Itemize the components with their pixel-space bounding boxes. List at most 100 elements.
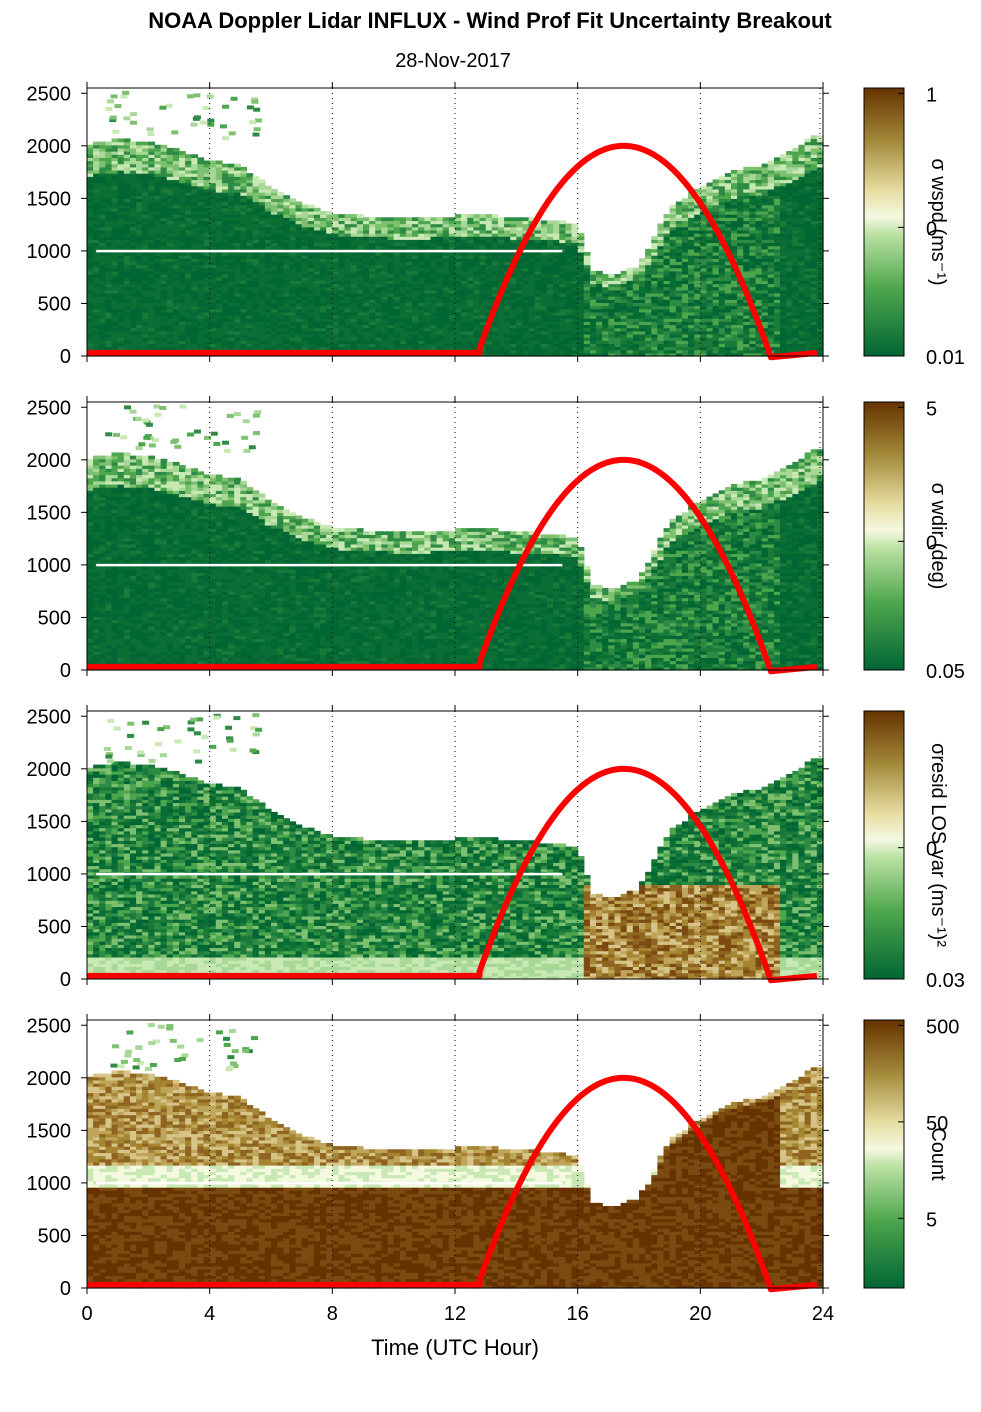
- heatmap-cell: [154, 173, 162, 177]
- heatmap-cell: [148, 154, 156, 158]
- heatmap-cell: [87, 157, 94, 162]
- heatmap-cell: [87, 229, 94, 234]
- heatmap-cell: [117, 229, 125, 234]
- heatmap-cell: [129, 160, 137, 165]
- heatmap-cell: [93, 204, 100, 209]
- heatmap-cell: [596, 270, 603, 275]
- heatmap-cell: [105, 169, 113, 174]
- heatmap-cell: [160, 195, 168, 199]
- heatmap-cell: [123, 308, 131, 313]
- heatmap-cell: [142, 239, 149, 244]
- heatmap-cell: [111, 214, 119, 218]
- heatmap-cell: [148, 321, 156, 326]
- heatmap-cell: [136, 195, 143, 199]
- heatmap-cell: [105, 311, 113, 316]
- heatmap-cell: [93, 333, 100, 338]
- heatmap-cell: [117, 144, 125, 149]
- heatmap-cell: [105, 343, 113, 348]
- heatmap-cell: [93, 283, 100, 288]
- heatmap-cell: [160, 188, 168, 193]
- heatmap-cell: [99, 330, 106, 335]
- heatmap-cell: [160, 217, 168, 222]
- heatmap-cell: [160, 296, 168, 300]
- heatmap-cell: [160, 166, 168, 171]
- heatmap-cell: [117, 160, 125, 165]
- heatmap-cell: [93, 245, 100, 250]
- heatmap-cell: [129, 210, 137, 215]
- heatmap-cell: [412, 217, 419, 222]
- heatmap-cell: [117, 286, 125, 291]
- heatmap-cell: [405, 217, 413, 222]
- heatmap-cell: [142, 176, 149, 181]
- heatmap-cell: [117, 185, 125, 190]
- heatmap-cell: [99, 289, 106, 294]
- heatmap-cell: [117, 296, 125, 300]
- heatmap-cell: [571, 223, 579, 228]
- heatmap-cell: [105, 226, 113, 231]
- heatmap-cell: [160, 274, 168, 278]
- heatmap-cell: [129, 308, 137, 313]
- heatmap-cell: [99, 192, 106, 196]
- heatmap-cell: [148, 315, 156, 319]
- heatmap-cell: [154, 299, 162, 303]
- heatmap-cell: [93, 251, 100, 256]
- heatmap-cell: [123, 151, 131, 155]
- heatmap-cell: [87, 195, 94, 199]
- heatmap-cell: [111, 188, 119, 193]
- heatmap-cell: [87, 198, 94, 203]
- heatmap-cell: [93, 302, 100, 307]
- heatmap-cell: [136, 318, 143, 322]
- heatmap-cell: [645, 248, 652, 253]
- heatmap-cell: [663, 214, 671, 218]
- heatmap-cell: [142, 188, 149, 193]
- heatmap-cell: [142, 324, 149, 329]
- heatmap-cell: [129, 321, 137, 326]
- heatmap-cell: [99, 214, 106, 218]
- heatmap-cell: [99, 210, 106, 215]
- heatmap-cell: [160, 289, 168, 294]
- heatmap-cell: [142, 160, 149, 165]
- heatmap-cell: [160, 214, 168, 218]
- heatmap-cell: [142, 289, 149, 294]
- heatmap-cell: [93, 233, 100, 237]
- heatmap-cell: [93, 229, 100, 234]
- heatmap-cell: [99, 147, 106, 152]
- heatmap-cell: [136, 270, 143, 275]
- heatmap-cell: [117, 292, 125, 297]
- heatmap-cell: [111, 217, 119, 222]
- heatmap-cell: [185, 154, 192, 158]
- heatmap-cell: [136, 274, 143, 278]
- heatmap-cell: [136, 239, 143, 244]
- heatmap-cell: [136, 305, 143, 310]
- heatmap-cell: [399, 217, 407, 222]
- heatmap-cell: [117, 242, 125, 247]
- heatmap-cell: [142, 337, 149, 341]
- heatmap-cell: [123, 261, 131, 266]
- heatmap-cell: [123, 160, 131, 165]
- heatmap-cell: [99, 185, 106, 190]
- heatmap-cell: [111, 163, 119, 168]
- heatmap-cell: [148, 251, 156, 256]
- heatmap-cell: [136, 154, 143, 158]
- heatmap-cell: [87, 280, 94, 285]
- heatmap-cell: [111, 223, 119, 228]
- heatmap-cell: [148, 226, 156, 231]
- heatmap-cell: [93, 160, 100, 165]
- heatmap-cell: [117, 198, 125, 203]
- heatmap-cell: [577, 233, 585, 237]
- heatmap-cell: [516, 217, 524, 222]
- heatmap-cell: [129, 233, 137, 237]
- heatmap-cell: [129, 261, 137, 266]
- heatmap-cell: [160, 226, 168, 231]
- heatmap-cell: [105, 144, 113, 149]
- heatmap-cell: [154, 144, 162, 149]
- heatmap-cell: [111, 226, 119, 231]
- heatmap-cell: [148, 229, 156, 234]
- heatmap-cell: [93, 154, 100, 158]
- heatmap-cell: [136, 144, 143, 149]
- heatmap-cell: [87, 214, 94, 218]
- heatmap-cell: [117, 207, 125, 212]
- heatmap-cell: [160, 305, 168, 310]
- heatmap-cell: [111, 251, 119, 256]
